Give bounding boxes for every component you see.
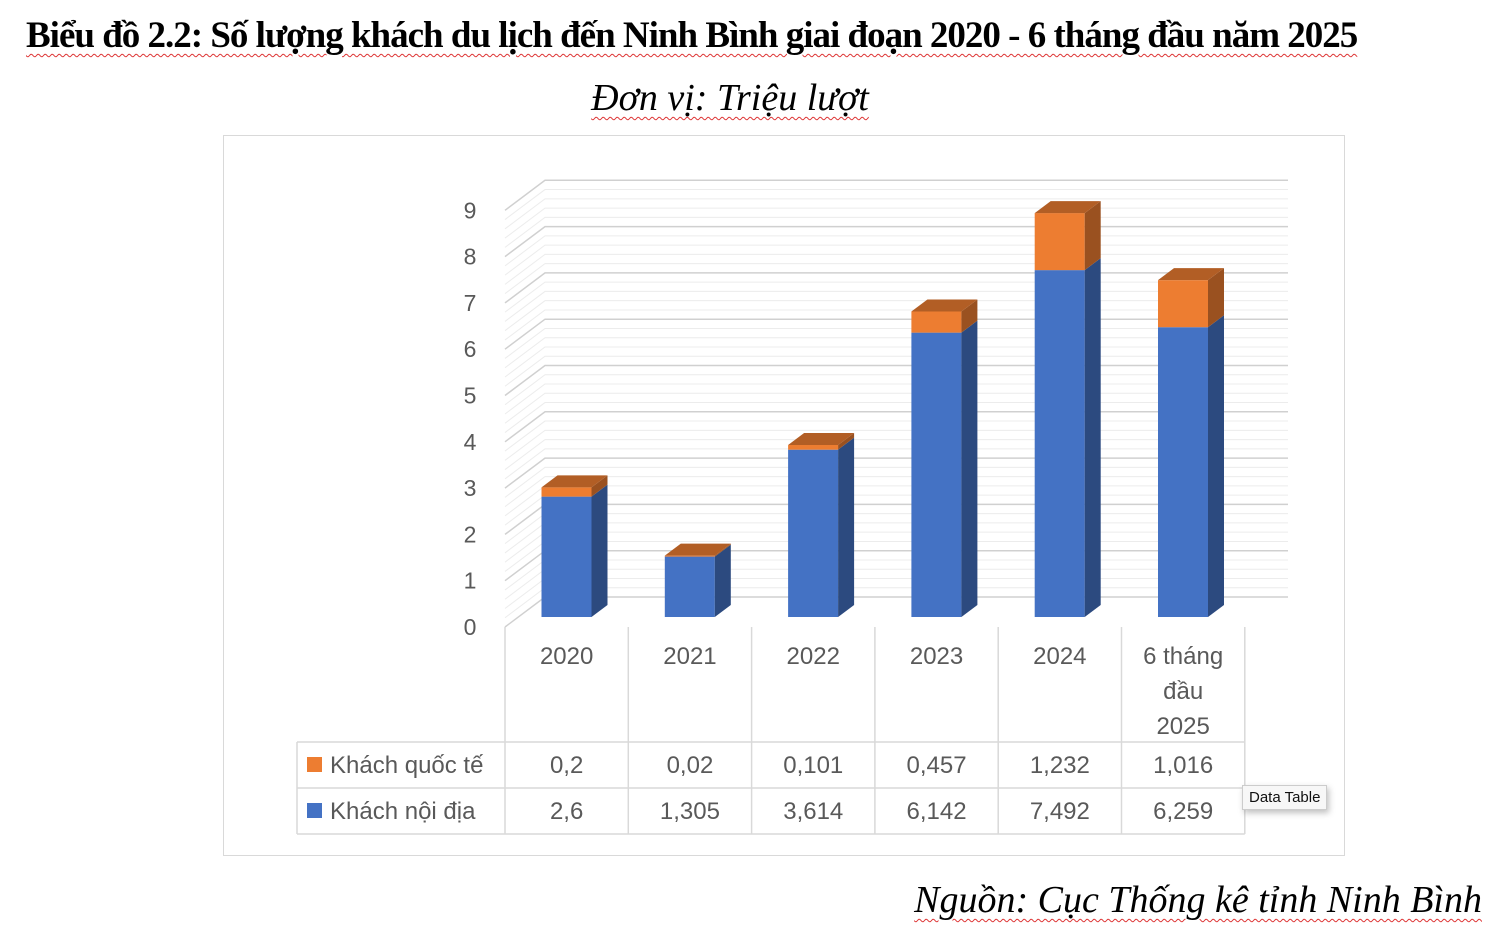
table-value: 0,2 (550, 752, 583, 779)
gridline-minor (504, 244, 1288, 276)
bar-top (788, 432, 855, 445)
table-value: 1,016 (1153, 752, 1213, 779)
table-value: 2,6 (550, 798, 583, 825)
bar-front-0 (788, 449, 839, 617)
table-value: 6,142 (907, 798, 967, 825)
gridline-minor (504, 235, 1288, 267)
data-table-tooltip: Data Table (1242, 785, 1328, 810)
category-label: 2020 (540, 643, 593, 670)
y-tick-label: 2 (464, 521, 477, 547)
y-tick-label: 6 (464, 336, 477, 362)
bar-side-1 (714, 543, 731, 557)
chart-area[interactable] (223, 135, 1345, 856)
gridline-minor (504, 189, 1288, 220)
bar-top (911, 299, 978, 312)
bar-front-1 (911, 311, 962, 333)
table-value: 1,305 (660, 798, 720, 825)
bar-side-1 (1208, 268, 1224, 328)
bar-side-1 (591, 475, 608, 497)
table-value: 0,457 (907, 752, 967, 779)
bar-front-0 (911, 332, 962, 617)
unit-label: Đơn vị: Triệu lượt (0, 76, 1460, 120)
y-tick-label: 8 (464, 244, 477, 270)
legend-label: Khách nội địa (330, 798, 476, 825)
y-tick-label: 0 (464, 614, 477, 640)
bar-front-1 (541, 487, 592, 497)
bar-side-0 (961, 320, 978, 617)
source-text: Nguồn: Cục Thống kê tỉnh Ninh Bình (914, 879, 1482, 921)
y-tick-label: 9 (464, 197, 477, 223)
category-label: 6 tháng (1143, 643, 1223, 670)
bar-top (1034, 201, 1101, 214)
table-value: 3,614 (783, 798, 843, 825)
bar-side-1 (838, 432, 855, 450)
bar-front-0 (1158, 327, 1208, 617)
bar-side-0 (838, 437, 855, 617)
bar-side-0 (714, 544, 731, 617)
legend-swatch (307, 803, 322, 818)
y-tick-label: 1 (464, 568, 477, 594)
y-tick-label: 7 (464, 290, 477, 316)
category-label: 2024 (1033, 643, 1086, 670)
chart-title: Biểu đồ 2.2: Số lượng khách du lịch đến … (26, 14, 1358, 57)
y-tick-label: 3 (464, 475, 477, 501)
category-label: 2022 (787, 643, 840, 670)
chart-title-text: Biểu đồ 2.2: Số lượng khách du lịch đến … (26, 15, 1358, 56)
table-value: 7,492 (1030, 798, 1090, 825)
unit-text: Đơn vị: Triệu lượt (591, 77, 869, 119)
bar-front-1 (1158, 280, 1208, 328)
table-value: 6,259 (1153, 798, 1213, 825)
gridline-minor (504, 207, 1288, 239)
gridline-major (504, 179, 1288, 211)
table-value: 0,101 (783, 752, 843, 779)
gridline-major (504, 225, 1288, 258)
bar-side-0 (1208, 315, 1224, 617)
y-tick-label: 5 (464, 383, 477, 409)
bar-front-1 (788, 444, 839, 450)
bar-side-0 (591, 484, 608, 617)
bar-front-1 (664, 555, 715, 557)
category-label: 2025 (1156, 713, 1209, 740)
bar-top (664, 543, 731, 556)
bar-side-1 (961, 299, 978, 333)
table-value: 0,02 (667, 752, 714, 779)
legend-swatch (307, 757, 322, 772)
bar-top (541, 475, 608, 488)
bar-side-0 (1084, 258, 1101, 617)
bar-front-1 (1034, 213, 1085, 271)
table-value: 1,232 (1030, 752, 1090, 779)
gridline-minor (504, 198, 1288, 230)
category-label: 2021 (663, 643, 716, 670)
bar-top (1158, 268, 1224, 281)
bar-front-0 (541, 496, 592, 617)
bar-side-1 (1084, 201, 1101, 271)
source-note: Nguồn: Cục Thống kê tỉnh Ninh Bình (914, 878, 1482, 922)
category-label: 2023 (910, 643, 963, 670)
legend-label: Khách quốc tế (330, 752, 484, 779)
bar-front-0 (664, 556, 715, 617)
y-tick-label: 4 (464, 429, 477, 455)
category-label: đầu (1163, 678, 1203, 705)
bar-front-0 (1034, 270, 1085, 617)
gridline-minor (504, 216, 1288, 248)
